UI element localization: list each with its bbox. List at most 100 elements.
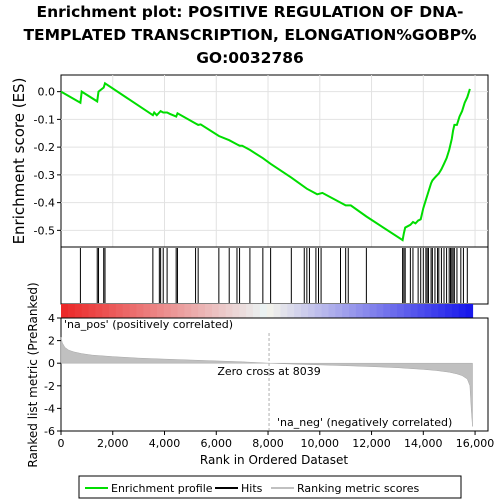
rank-colorbar <box>61 304 474 318</box>
colorbar-segment <box>383 304 391 318</box>
colorbar-segment <box>211 304 220 318</box>
colorbar-segment <box>88 304 96 318</box>
negative-correlation-label: 'na_neg' (negatively correlated) <box>277 416 452 429</box>
es-gridlines <box>61 75 488 247</box>
colorbar-segment <box>67 304 76 318</box>
colorbar-segment <box>314 304 323 318</box>
colorbar-segment <box>362 304 371 318</box>
colorbar-segment <box>410 304 419 318</box>
colorbar-segment <box>122 304 131 318</box>
es-y-tick-label: -0.4 <box>34 197 55 210</box>
colorbar-segment <box>273 304 282 318</box>
colorbar-segment <box>102 304 110 318</box>
metric-y-tick-label: -2 <box>44 380 55 393</box>
colorbar-segment <box>61 304 69 318</box>
enrichment-score-panel: 0.0 -0.1 -0.2 -0.3 -0.4 -0.5 Enrichment score… <box>10 74 489 248</box>
colorbar-segment <box>355 304 364 318</box>
es-y-tick-label: -0.1 <box>34 113 55 126</box>
chart-title: Enrichment plot: POSITIVE REGULATION OF … <box>0 1 500 70</box>
colorbar-segment <box>198 304 206 318</box>
colorbar-segment <box>129 304 138 318</box>
colorbar-segment <box>403 304 412 318</box>
colorbar-segment <box>157 304 165 318</box>
x-tick-label: 16,000 <box>456 437 495 450</box>
colorbar-segment <box>307 304 316 318</box>
colorbar-segment <box>253 304 261 318</box>
colorbar-segment <box>445 304 453 318</box>
x-tick-label: 6,000 <box>201 437 233 450</box>
colorbar-segment <box>390 304 398 318</box>
hits-panel <box>60 246 489 305</box>
chart-title-line-2: TEMPLATED TRANSCRIPTION, ELONGATION%GOBP… <box>23 26 477 44</box>
x-tick-label: 2,000 <box>97 437 129 450</box>
es-y-tick-label: 0.0 <box>38 86 56 99</box>
colorbar-segment <box>259 304 268 318</box>
es-panel-frame <box>60 74 489 248</box>
metric-y-axis-label: Ranked list metric (PreRanked) <box>26 282 40 467</box>
ranking-metric-area <box>60 337 473 427</box>
colorbar-segment <box>184 304 192 318</box>
x-tick-label: 0 <box>58 437 65 450</box>
colorbar-segment <box>205 304 213 318</box>
metric-y-tick-label: 4 <box>48 312 55 325</box>
hits-panel-frame <box>60 246 489 305</box>
legend-enrichment-label: Enrichment profile <box>111 482 213 495</box>
ranked-metric-panel: Zero cross at 8039 'na_pos' (positively … <box>26 282 494 467</box>
legend: Enrichment profile Hits Ranking metric s… <box>78 475 462 499</box>
chart-title-line-3: GO:0032786 <box>196 49 304 67</box>
chart-title-line-1: Enrichment plot: POSITIVE REGULATION OF … <box>36 3 464 21</box>
colorbar-segment <box>218 304 227 318</box>
colorbar-segment <box>335 304 343 318</box>
colorbar-segment <box>376 304 384 318</box>
colorbar-segment <box>397 304 405 318</box>
es-y-tick-label: -0.5 <box>34 224 55 237</box>
metric-x-ticks: 0 2,000 4,000 6,000 8,000 10,000 12,000 14,000 1… <box>58 431 495 450</box>
zero-cross-label: Zero cross at 8039 <box>217 365 320 378</box>
colorbar-segment <box>143 304 151 318</box>
colorbar-segment <box>109 304 117 318</box>
colorbar-segment <box>465 304 474 318</box>
legend-hits-label: Hits <box>241 482 263 495</box>
colorbar-segment <box>438 304 446 318</box>
colorbar-segment <box>266 304 275 318</box>
x-tick-label: 10,000 <box>301 437 340 450</box>
colorbar-segment <box>294 304 302 318</box>
colorbar-segment <box>287 304 295 318</box>
colorbar-segment <box>136 304 144 318</box>
x-tick-label: 8,000 <box>252 437 284 450</box>
enrichment-profile-line <box>60 81 471 242</box>
colorbar-segment <box>424 304 432 318</box>
metric-y-ticks: 4 2 0 -2 -4 -6 <box>44 312 61 438</box>
hit-marks <box>79 248 468 303</box>
colorbar-segment <box>369 304 378 318</box>
metric-y-tick-label: 0 <box>48 357 55 370</box>
colorbar-segment <box>225 304 234 318</box>
colorbar-segment <box>95 304 103 318</box>
colorbar-segment <box>150 304 158 318</box>
metric-y-tick-label: -4 <box>44 402 55 415</box>
colorbar-segment <box>115 304 124 318</box>
es-y-ticks: 0.0 -0.1 -0.2 -0.3 -0.4 -0.5 <box>34 86 61 237</box>
metric-y-tick-label: -6 <box>44 425 55 438</box>
legend-ranking-label: Ranking metric scores <box>297 482 419 495</box>
colorbar-segment <box>246 304 254 318</box>
colorbar-segment <box>417 304 426 318</box>
colorbar-segment <box>170 304 179 318</box>
positive-correlation-label: 'na_pos' (positively correlated) <box>64 318 233 331</box>
es-y-tick-label: -0.3 <box>34 169 55 182</box>
x-tick-label: 4,000 <box>149 437 181 450</box>
colorbar-segment <box>301 304 309 318</box>
colorbar-segment <box>321 304 330 318</box>
colorbar-segment <box>163 304 172 318</box>
metric-panel-frame <box>60 317 489 432</box>
metric-y-tick-label: 2 <box>48 335 55 348</box>
colorbar-segment <box>328 304 336 318</box>
colorbar-segment <box>458 304 467 318</box>
x-axis-label: Rank in Ordered Dataset <box>200 453 348 467</box>
colorbar-segment <box>451 304 460 318</box>
es-y-axis-label: Enrichment score (ES) <box>10 78 28 245</box>
x-tick-label: 12,000 <box>352 437 391 450</box>
colorbar-segment <box>177 304 186 318</box>
colorbar-segment <box>349 304 357 318</box>
colorbar-segment <box>81 304 90 318</box>
